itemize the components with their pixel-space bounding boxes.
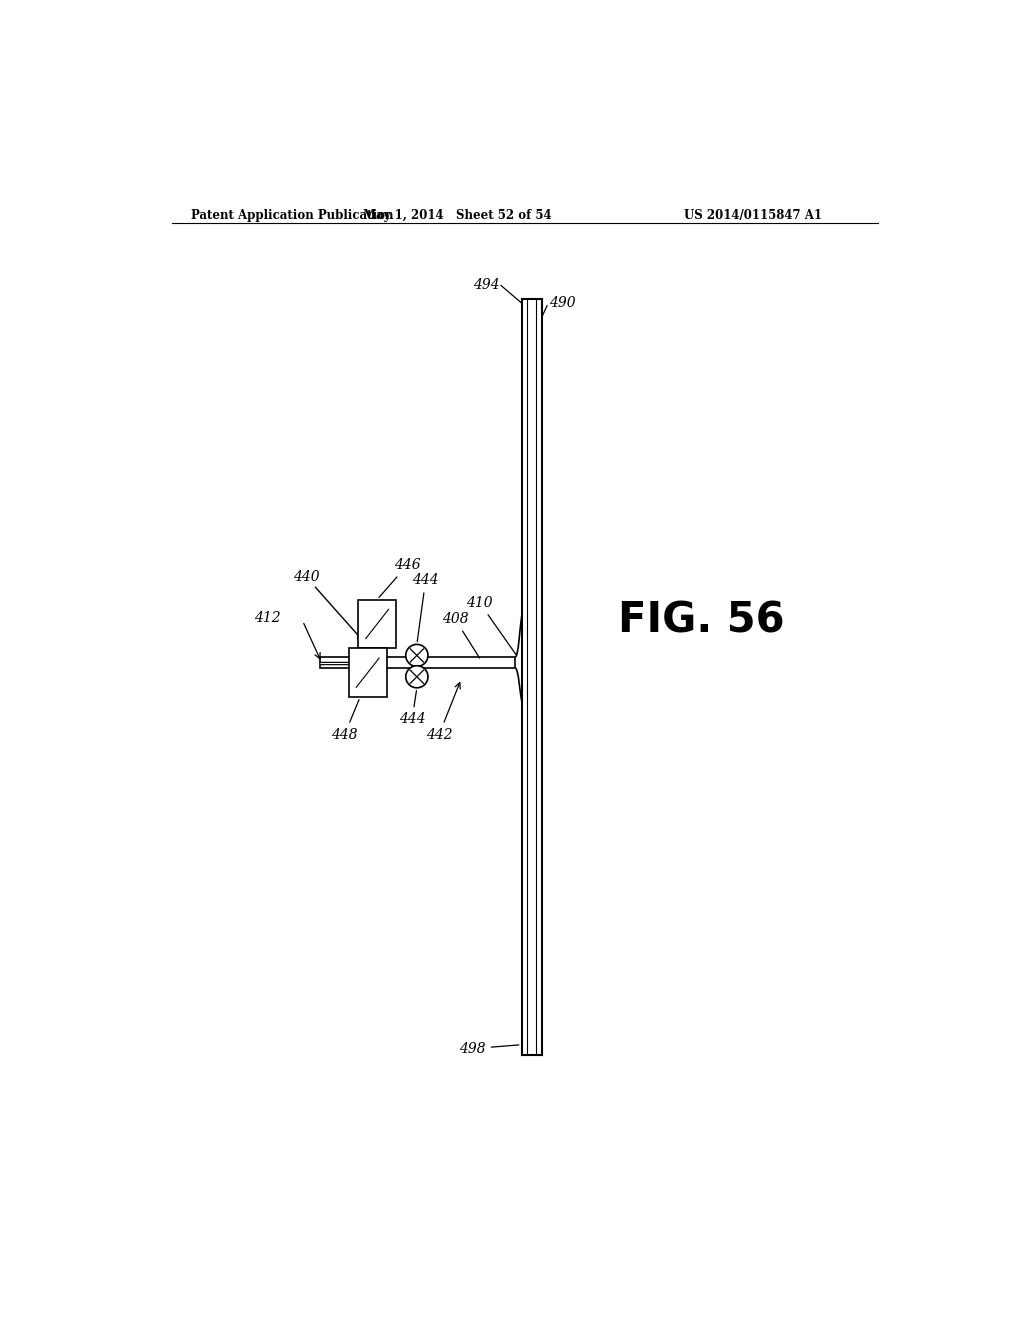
Text: 442: 442 bbox=[426, 682, 461, 742]
Text: 440: 440 bbox=[293, 570, 364, 642]
Text: 444: 444 bbox=[398, 690, 425, 726]
Text: May 1, 2014   Sheet 52 of 54: May 1, 2014 Sheet 52 of 54 bbox=[364, 209, 552, 222]
Circle shape bbox=[406, 665, 428, 688]
Text: FIG. 56: FIG. 56 bbox=[618, 599, 785, 642]
Text: 494: 494 bbox=[473, 279, 500, 293]
Text: 408: 408 bbox=[441, 612, 479, 659]
Text: 490: 490 bbox=[549, 296, 575, 310]
Bar bbox=[348, 648, 387, 697]
Circle shape bbox=[406, 644, 428, 667]
Text: 448: 448 bbox=[332, 700, 359, 742]
Text: 412: 412 bbox=[255, 611, 282, 624]
Bar bbox=[358, 599, 396, 648]
Text: 498: 498 bbox=[459, 1041, 519, 1056]
Text: 446: 446 bbox=[379, 558, 421, 598]
Text: US 2014/0115847 A1: US 2014/0115847 A1 bbox=[684, 209, 822, 222]
Text: 444: 444 bbox=[413, 573, 439, 642]
Bar bbox=[321, 657, 515, 668]
Text: 410: 410 bbox=[466, 595, 516, 655]
Text: Patent Application Publication: Patent Application Publication bbox=[191, 209, 394, 222]
